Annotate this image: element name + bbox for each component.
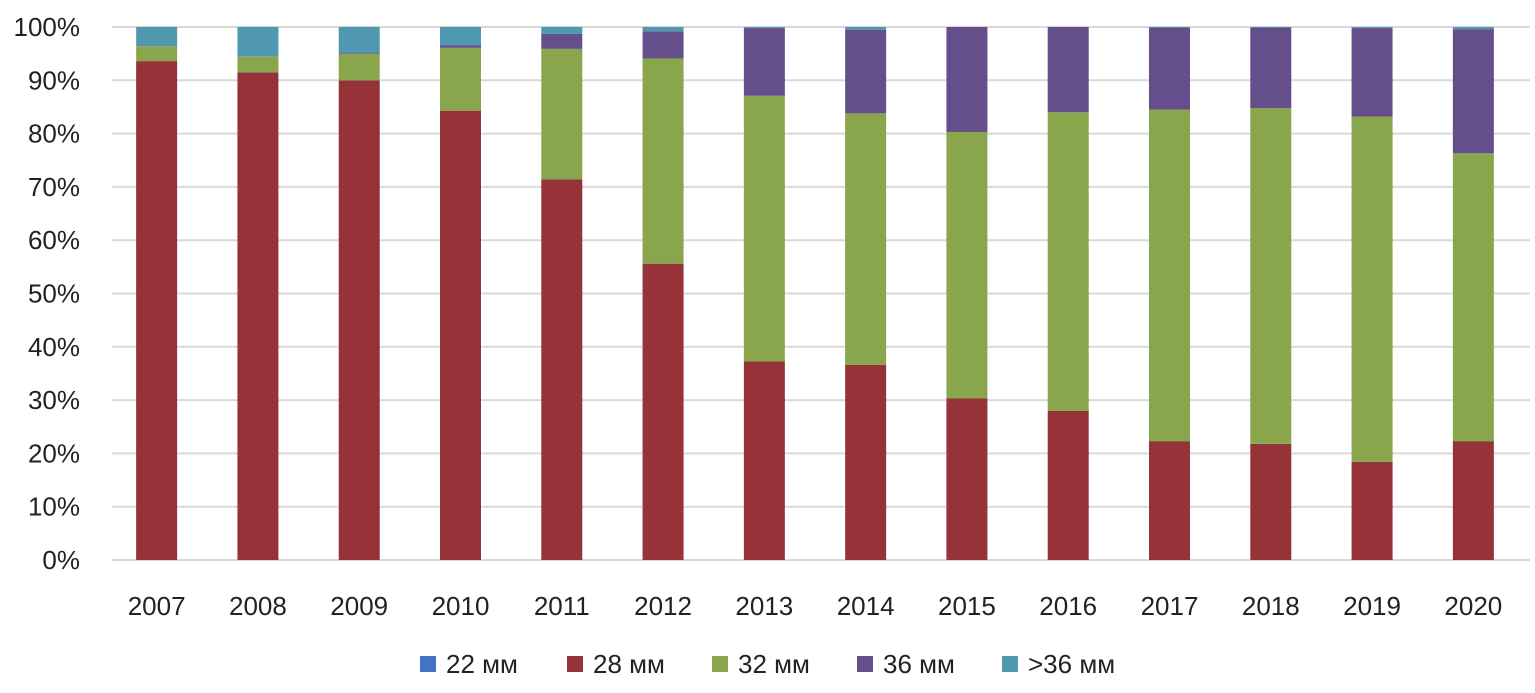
- legend-swatch: [420, 656, 436, 672]
- legend-label: 22 мм: [446, 649, 518, 679]
- bar-segment-32-2007: [136, 46, 178, 62]
- x-tick-label: 2019: [1343, 591, 1401, 621]
- y-tick-label: 70%: [28, 172, 80, 202]
- bar-segment-36-2008: [237, 27, 279, 57]
- bar-segment-36-2020: [1452, 29, 1494, 154]
- legend-swatch: [857, 656, 873, 672]
- bar-segment-32-2019: [1351, 116, 1393, 462]
- bar-segment-28-2008: [237, 72, 279, 561]
- x-tick-label: 2009: [330, 591, 388, 621]
- x-tick-label: 2007: [128, 591, 186, 621]
- bar-segment-32-2012: [642, 58, 684, 264]
- bar-segment-32-2017: [1149, 109, 1190, 442]
- bar-segment-32-2009: [338, 53, 380, 81]
- bar-segment-36-2013: [743, 28, 785, 96]
- bar-segment-36-2011: [541, 27, 583, 34]
- x-tick-label: 2015: [938, 591, 996, 621]
- bar-segment-36-2014: [845, 27, 887, 30]
- legend-swatch: [712, 656, 728, 672]
- bar-segment-36-2013: [743, 27, 785, 29]
- bar-segment-28-2019: [1351, 461, 1393, 560]
- bar-segment-32-2018: [1250, 108, 1292, 444]
- bar-segment-32-2020: [1452, 153, 1494, 442]
- x-tick-label: 2017: [1141, 591, 1199, 621]
- bar-segment-36-2017: [1149, 27, 1190, 28]
- y-tick-label: 100%: [14, 12, 81, 42]
- x-tick-label: 2016: [1039, 591, 1097, 621]
- bar-segment-28-2015: [946, 398, 988, 560]
- x-tick-label: 2008: [229, 591, 287, 621]
- legend-label: 32 мм: [738, 649, 810, 679]
- legend-label: >36 мм: [1028, 649, 1115, 679]
- y-tick-label: 0%: [42, 545, 80, 575]
- bar-segment-36-2018: [1250, 27, 1292, 109]
- bar-segment-32-2008: [237, 56, 279, 73]
- bar-segment-28-2017: [1149, 441, 1190, 560]
- y-tick-label: 60%: [28, 225, 80, 255]
- legend-label: 36 мм: [883, 649, 955, 679]
- x-tick-label: 2012: [634, 591, 692, 621]
- y-tick-label: 20%: [28, 438, 80, 468]
- y-tick-label: 80%: [28, 119, 80, 149]
- bar-segment-28-2010: [440, 110, 481, 560]
- bar-segment-36-2019: [1351, 28, 1393, 117]
- bar-segment-36-2019: [1351, 27, 1393, 29]
- bar-segment-36-2020: [1452, 27, 1494, 30]
- x-tick-label: 2020: [1444, 591, 1502, 621]
- y-tick-label: 10%: [28, 492, 80, 522]
- bar-segment-36-2014: [845, 29, 887, 114]
- bar-segment-28-2012: [642, 263, 684, 560]
- bar-segment-28-2014: [845, 364, 887, 560]
- bar-segment-32-2011: [541, 48, 583, 180]
- bar-segment-32-2015: [946, 132, 988, 399]
- y-tick-label: 50%: [28, 279, 80, 309]
- bar-segment-36-2018: [1250, 27, 1292, 28]
- bar-segment-36-2017: [1149, 27, 1190, 110]
- bar-segment-28-2007: [136, 61, 178, 560]
- x-tick-label: 2011: [534, 591, 590, 621]
- bar-segment-36-2012: [642, 27, 684, 32]
- bar-segment-28-2018: [1250, 443, 1292, 560]
- bar-segment-28-2009: [338, 80, 380, 561]
- y-tick-label: 30%: [28, 385, 80, 415]
- bar-segment-32-2013: [743, 95, 785, 362]
- bar-segment-28-2020: [1452, 441, 1494, 560]
- bar-segment-28-2011: [541, 179, 583, 561]
- x-tick-label: 2014: [837, 591, 895, 621]
- bar-segment-28-2013: [743, 361, 785, 560]
- bar-segment-36-2010: [440, 27, 481, 46]
- bar-segment-32-2010: [440, 47, 481, 111]
- bar-segment-36-2011: [541, 33, 583, 49]
- bar-segment-32-2014: [845, 113, 887, 365]
- bar-segment-28-2016: [1047, 410, 1089, 560]
- bar-segment-36-2007: [136, 27, 178, 47]
- bar-segment-36-2010: [440, 45, 481, 48]
- bar-segment-36-2012: [642, 31, 684, 59]
- x-tick-label: 2013: [735, 591, 793, 621]
- y-tick-label: 90%: [28, 65, 80, 95]
- legend-swatch: [1002, 656, 1018, 672]
- x-tick-label: 2010: [432, 591, 490, 621]
- bar-segment-36-2009: [338, 52, 380, 54]
- x-tick-label: 2018: [1242, 591, 1300, 621]
- legend-swatch: [567, 656, 583, 672]
- bar-segment-36-2009: [338, 27, 380, 53]
- bar-segment-36-2016: [1047, 27, 1089, 113]
- bar-segment-36-2015: [946, 27, 988, 133]
- y-tick-label: 40%: [28, 332, 80, 362]
- bar-segment-32-2016: [1047, 112, 1089, 411]
- legend-label: 28 мм: [593, 649, 665, 679]
